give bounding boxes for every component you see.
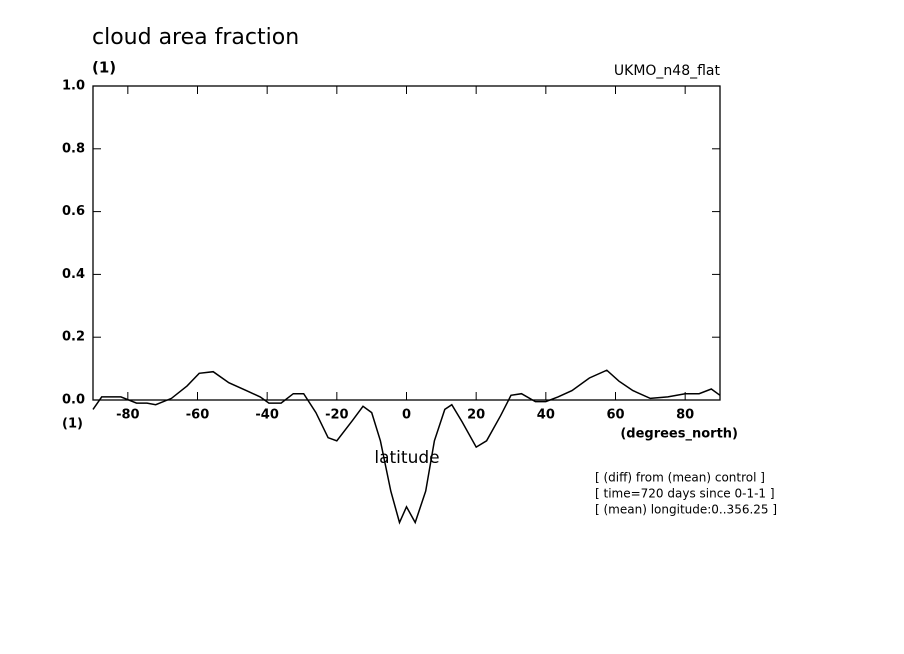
x-tick-label: -20 [325, 408, 349, 423]
note: [ (mean) longitude:0..356.25 ] [595, 503, 777, 517]
y-tick-label: 0.2 [62, 330, 85, 345]
y-tick-label: 1.0 [62, 79, 85, 94]
y-tick-label: 0.8 [62, 141, 85, 156]
x-tick-label: -60 [186, 408, 210, 423]
x-axis-label: latitude [374, 448, 439, 468]
y-unit: (1) [92, 59, 116, 77]
chart-title: cloud area fraction [92, 25, 299, 50]
note: [ (diff) from (mean) control ] [595, 471, 765, 485]
y-tick-label: 0.0 [62, 393, 85, 408]
x-tick-label: 20 [467, 408, 485, 423]
note: [ time=720 days since 0-1-1 ] [595, 487, 775, 501]
data-line [92, 369, 721, 525]
y-tick-label: 0.4 [62, 267, 85, 282]
x-tick-label: 80 [676, 408, 694, 423]
x-unit: (1) [62, 417, 83, 432]
x-tick-label: -40 [255, 408, 279, 423]
y-tick-label: 0.6 [62, 204, 85, 219]
x-sublabel: (degrees_north) [620, 427, 738, 442]
x-tick-label: 60 [606, 408, 624, 423]
x-tick-label: 40 [537, 408, 555, 423]
x-tick-label: -80 [116, 408, 140, 423]
x-tick-label: 0 [402, 408, 411, 423]
model-label: UKMO_n48_flat [614, 63, 721, 79]
